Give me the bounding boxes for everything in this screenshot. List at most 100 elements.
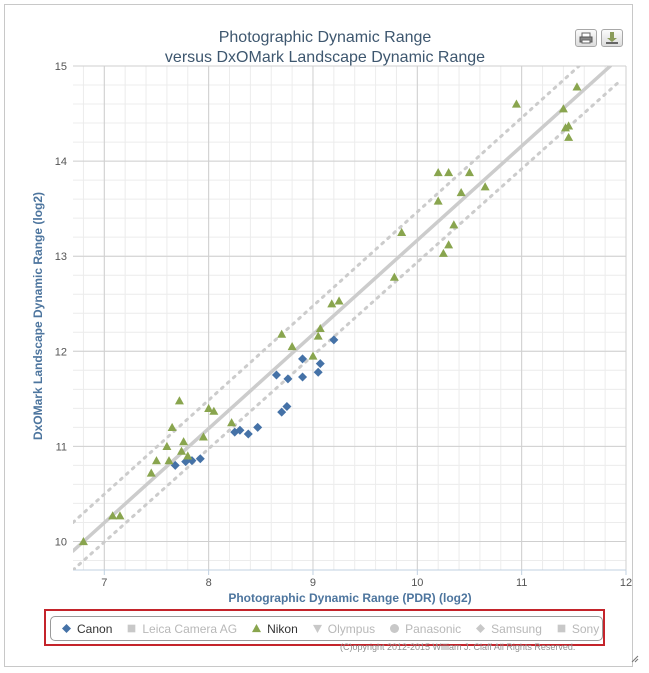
legend-item-leica-camera-ag[interactable]: Leica Camera AG [126,622,237,636]
canon-point [195,454,205,464]
nikon-point [334,296,344,305]
nikon-point [480,182,490,191]
legend-item-canon[interactable]: Canon [61,622,112,636]
canon-point [298,372,308,382]
y-tick-label: 13 [55,251,67,263]
canon-point [235,425,245,435]
legend-label: Canon [77,621,113,636]
nikon-point [558,104,568,113]
nikon-point [177,446,187,455]
legend-label: Olympus [327,621,376,636]
print-button[interactable] [575,29,597,47]
nikon-point [164,456,174,465]
nikon-point [209,406,219,415]
x-tick-label: 8 [206,577,212,589]
legend-symbol [390,624,400,633]
nikon-point [227,418,237,427]
nikon-point [108,511,118,520]
triangle-down-icon [312,624,322,633]
legend-symbol [312,624,322,633]
y-tick-label: 12 [55,346,67,358]
nikon-point [162,441,172,450]
nikon-point [444,240,454,249]
canon-point [298,354,308,364]
nikon-point [433,196,443,205]
printer-icon [579,32,593,44]
y-tick-label: 11 [56,441,67,453]
canon-point [315,359,325,369]
legend-item-samsung[interactable]: Samsung [475,622,542,636]
chart-title: Photographic Dynamic Range [219,29,432,46]
legend-label: Samsung [491,621,542,636]
canon-point [253,422,263,432]
nikon-point [564,121,574,130]
x-tick-label: 10 [411,577,423,589]
nikon-point [183,451,193,460]
canon-point [271,370,281,380]
canon-point [277,407,287,417]
legend-highlight-frame [44,609,605,646]
nikon-point [433,168,443,177]
resize-handle-icon[interactable] [631,655,639,663]
legend-symbol [476,624,486,633]
nikon-point [327,299,337,308]
nikon-point [151,456,161,465]
nikon-point [572,82,582,91]
nikon-point [315,323,325,333]
legend-label: Nikon [267,621,298,636]
legend-label: Leica Camera AG [142,621,238,636]
canon-point [283,374,293,384]
nikon-point [115,511,125,520]
canon-point [313,367,323,377]
diamond-icon [476,624,486,633]
legend-symbol [557,624,566,633]
nikon-point [204,403,214,412]
triangle-icon [252,624,262,633]
nikon-point [449,220,459,229]
canon-point [329,335,339,345]
nikon-point [167,422,177,431]
nikon-point [313,331,323,340]
x-tick-label: 7 [101,577,107,589]
nikon-point [511,99,521,108]
square-icon [128,624,136,633]
y-tick-label: 14 [55,156,67,168]
reference-lines [73,66,623,570]
nikon-point [438,248,448,257]
nikon-point [456,187,466,197]
legend-symbol [128,624,136,633]
legend-item-nikon[interactable]: Nikon [251,622,298,636]
y-axis-label: DxOMark Landscape Dynamic Range (log2) [31,192,45,440]
nikon-point [146,468,156,477]
trend-line [73,66,613,553]
nikon-point [308,351,318,360]
nikon-point [564,132,574,141]
legend-item-olympus[interactable]: Olympus [312,622,375,636]
chart-subtitle: versus DxOMark Landscape Dynamic Range [165,49,485,66]
nikon-point [198,432,208,441]
x-tick-label: 12 [620,577,632,589]
legend-symbol [62,624,71,633]
diamond-icon [62,624,71,633]
legend-label: Sony [571,621,600,636]
nikon-point [287,342,297,351]
download-icon [606,32,618,44]
square-icon [557,624,566,633]
nikon-point [78,536,88,546]
nikon-point [389,272,399,281]
band-upper-line [73,66,581,524]
nikon-point [179,437,189,446]
export-button[interactable] [601,29,623,47]
legend-item-panasonic[interactable]: Panasonic [389,622,461,636]
legend: Canon Leica Camera AG Nikon Olympus Panasoni… [50,616,603,641]
legend-symbol [252,624,262,633]
x-tick-label: 11 [516,577,527,589]
legend-label: Panasonic [405,621,462,636]
y-tick-label: 15 [55,61,67,73]
legend-item-sony[interactable]: Sony [556,622,599,636]
x-axis-label: Photographic Dynamic Range (PDR) (log2) [228,591,471,605]
circle-icon [390,624,400,633]
canon-point [282,401,292,411]
y-tick-label: 10 [55,536,67,548]
